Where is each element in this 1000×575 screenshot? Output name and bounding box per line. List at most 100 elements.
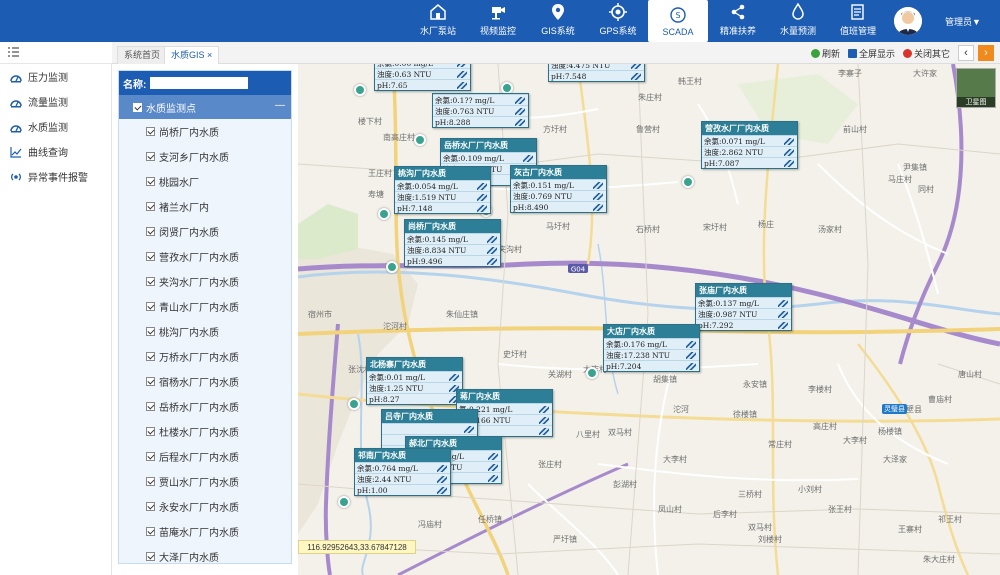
nav-label: GPS系统 xyxy=(599,26,637,36)
tree-item[interactable]: 桃沟厂内水质 xyxy=(119,319,291,344)
clipboard-icon xyxy=(851,4,864,20)
nav-water-forecast[interactable]: 水量预测 xyxy=(768,0,828,42)
tree-item[interactable]: 苗庵水厂厂内水质 xyxy=(119,519,291,544)
tree-item[interactable]: 贾山水厂厂内水质 xyxy=(119,469,291,494)
gis-map[interactable]: G04 麻古梁庄韩王村李寨子大许家洪庄朱庄村楼下村南高庄村方圩村鲁营村前山村王庄… xyxy=(298,64,1000,575)
fullscreen-button[interactable]: 全屏显示 xyxy=(847,47,895,60)
station-card-value: 余氯:0.109 mg/L xyxy=(441,152,536,163)
tree-item-checkbox[interactable] xyxy=(146,352,155,361)
tree-item-checkbox[interactable] xyxy=(146,327,155,336)
tree-item-checkbox[interactable] xyxy=(146,502,155,511)
tree-item[interactable]: 支河乡厂内水质 xyxy=(119,144,291,169)
sidebar-item-curve[interactable]: 曲线查询 xyxy=(0,139,111,164)
sidebar-item-quality[interactable]: 水质监测 xyxy=(0,114,111,139)
station-card-title: 大店厂内水质 xyxy=(604,325,699,338)
tree-item-label: 岳桥水厂厂内水质 xyxy=(159,403,239,414)
tree-item-checkbox[interactable] xyxy=(146,177,155,186)
station-pin-icon[interactable] xyxy=(682,176,694,188)
station-card[interactable]: 北杨寨厂内水质 余氯:0.01 mg/L 浊度:1.25 NTU pH:8.27 xyxy=(366,357,463,405)
station-card[interactable]: 余氯:0.1?? mg/L 浊度:0.763 NTU pH:8.288 xyxy=(432,93,529,128)
station-pin-icon[interactable] xyxy=(354,84,366,96)
station-card[interactable]: 张庙厂内水质 余氯:0.137 mg/L 浊度:0.987 NTU pH:7.292 xyxy=(695,283,792,331)
nav-gis[interactable]: GIS系统 xyxy=(528,0,588,42)
station-pin-icon[interactable] xyxy=(338,496,350,508)
tree-item[interactable]: 营孜水厂厂内水质 xyxy=(119,244,291,269)
place-label: 前山村 xyxy=(843,125,867,134)
station-pin-icon[interactable] xyxy=(386,261,398,273)
place-label: 严圩镇 xyxy=(553,535,577,544)
sidebar-item-alarm[interactable]: 异常事件报警 xyxy=(0,164,111,189)
tree-item-label: 夹沟水厂厂内水质 xyxy=(159,278,239,289)
tree-item[interactable]: 褚兰水厂内 xyxy=(119,194,291,219)
tab-prev-button[interactable]: ‹ xyxy=(958,45,974,61)
place-label: 张王村 xyxy=(828,505,852,514)
place-label: 唐山村 xyxy=(958,370,982,379)
sidebar-item-label: 异常事件报警 xyxy=(28,173,88,184)
tree-item[interactable]: 岳桥水厂厂内水质 xyxy=(119,394,291,419)
station-card[interactable]: 浊度:4.475 NTU pH:7.548 xyxy=(548,64,645,82)
tree-item-checkbox[interactable] xyxy=(146,152,155,161)
station-card[interactable]: 营孜水厂厂内水质 余氯:0.071 mg/L 浊度:2.862 NTU pH:7.08… xyxy=(701,121,798,169)
station-pin-icon[interactable] xyxy=(586,367,598,379)
tree-item-checkbox[interactable] xyxy=(146,402,155,411)
avatar[interactable] xyxy=(894,7,922,35)
station-pin-icon[interactable] xyxy=(378,208,390,220)
tree-item[interactable]: 青山水厂厂内水质 xyxy=(119,294,291,319)
tree-item[interactable]: 永安水厂厂内水质 xyxy=(119,494,291,519)
tree-item[interactable]: 杜楼水厂厂内水质 xyxy=(119,419,291,444)
user-menu[interactable]: 管理员▼ xyxy=(945,17,981,27)
tab-home[interactable]: 系统首页 xyxy=(117,46,168,64)
nav-gps[interactable]: GPS系统 xyxy=(588,0,648,42)
tree-item-checkbox[interactable] xyxy=(146,527,155,536)
nav-precision[interactable]: 精准扶养 xyxy=(708,0,768,42)
tree-item-list: 尚桥厂内水质 支河乡厂内水质 桃园水厂 褚兰水厂内 闵贤厂内水质 营孜水厂厂内水质夹沟水厂… xyxy=(119,119,291,569)
tree-item-checkbox[interactable] xyxy=(146,552,155,561)
collapse-icon[interactable]: — xyxy=(275,100,285,111)
tab-water-quality-gis[interactable]: 水质GIS × xyxy=(164,46,220,64)
nav-duty[interactable]: 值班管理 xyxy=(828,0,888,42)
tree-item-checkbox[interactable] xyxy=(146,452,155,461)
tree-item-checkbox[interactable] xyxy=(146,477,155,486)
tree-item[interactable]: 桃园水厂 xyxy=(119,169,291,194)
tree-item-checkbox[interactable] xyxy=(146,227,155,236)
name-search-input[interactable] xyxy=(150,77,249,89)
tree-item[interactable]: 后程水厂厂内水质 xyxy=(119,444,291,469)
station-card-title: 桃沟厂内水质 xyxy=(395,167,490,180)
tree-item-checkbox[interactable] xyxy=(146,277,155,286)
tree-item-checkbox[interactable] xyxy=(146,202,155,211)
station-pin-icon[interactable] xyxy=(414,134,426,146)
tree-item-checkbox[interactable] xyxy=(146,302,155,311)
close-others-button[interactable]: 关闭其它 xyxy=(902,47,950,60)
tree-item-checkbox[interactable] xyxy=(146,427,155,436)
tree-root-node[interactable]: 水质监测点 — xyxy=(119,95,291,119)
sidebar-item-flow[interactable]: 流量监测 xyxy=(0,89,111,114)
satellite-toggle[interactable]: 卫星图 xyxy=(956,68,996,108)
nav-pump-station[interactable]: 水厂泵站 xyxy=(408,0,468,42)
tree-item[interactable]: 夹沟水厂厂内水质 xyxy=(119,269,291,294)
tree-item-checkbox[interactable] xyxy=(146,252,155,261)
station-card[interactable]: 尚桥厂内水质 余氯:0.145 mg/L 浊度:8.834 NTU pH:9.496 xyxy=(404,219,501,267)
tree-item[interactable]: 闵贤厂内水质 xyxy=(119,219,291,244)
sidebar-toggle[interactable] xyxy=(0,42,112,64)
station-card[interactable]: 祁南厂内水质 余氯:0.764 mg/L 浊度:2.44 NTU pH:1.00 xyxy=(354,448,451,496)
tree-item-checkbox[interactable] xyxy=(146,377,155,386)
chevron-right-icon: › xyxy=(984,47,988,59)
refresh-button[interactable]: 刷新 xyxy=(810,47,840,60)
tree-item-checkbox[interactable] xyxy=(146,127,155,136)
station-card[interactable]: 灰古厂内水质 余氯:0.151 mg/L 浊度:0.769 NTU pH:8.490 xyxy=(510,165,607,213)
close-icon[interactable]: × xyxy=(207,50,213,60)
station-card[interactable]: 桃沟厂内水质 余氯:0.054 mg/L 浊度:1.519 NTU pH:7.148 xyxy=(394,166,491,214)
tree-item[interactable]: 宿杨水厂厂内水质 xyxy=(119,369,291,394)
station-pin-icon[interactable] xyxy=(348,398,360,410)
nav-video[interactable]: 视频监控 xyxy=(468,0,528,42)
station-card[interactable]: 大店厂内水质 余氯:0.176 mg/L 浊度:17.238 NTU pH:7.204 xyxy=(603,324,700,372)
sidebar-item-pressure[interactable]: 压力监测 xyxy=(0,64,111,89)
nav-scada[interactable]: S SCADA xyxy=(648,0,708,42)
tree-item[interactable]: 大泽厂内水质 xyxy=(119,544,291,569)
station-card-title: 郝北厂内水质 xyxy=(406,437,501,450)
tree-item[interactable]: 万桥水厂厂内水质 xyxy=(119,344,291,369)
tree-item[interactable]: 尚桥厂内水质 xyxy=(119,119,291,144)
tab-next-button[interactable]: › xyxy=(978,45,994,61)
root-checkbox[interactable] xyxy=(133,102,142,112)
